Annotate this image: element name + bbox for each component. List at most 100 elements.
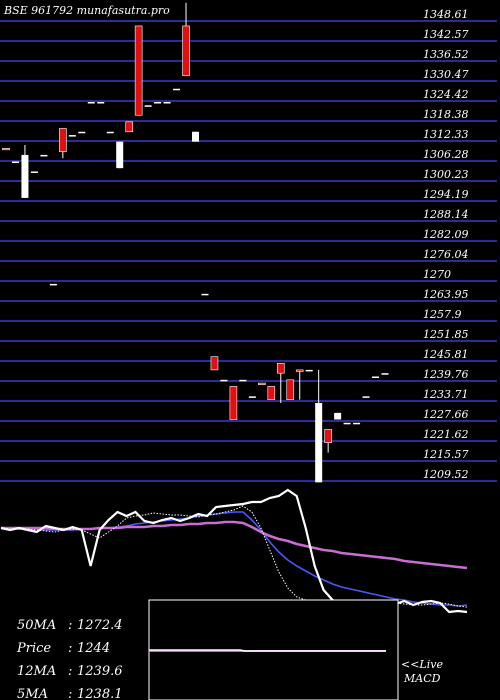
price-tick-label: 1324.42 <box>423 88 469 101</box>
candle-body <box>144 105 152 107</box>
price-tick-label: 1270 <box>423 268 451 281</box>
candle <box>324 429 332 453</box>
candle-body <box>286 379 295 400</box>
candle-body <box>192 131 199 142</box>
price-axis: 1348.61 1342.57 1336.52 1330.47 1324.42 1318.… <box>423 8 469 481</box>
candle-body <box>125 121 133 133</box>
candle-body <box>106 131 114 134</box>
candle <box>144 105 152 107</box>
candle-body <box>173 88 181 91</box>
candle <box>258 382 266 385</box>
price-tick-label: 1227.66 <box>423 408 469 421</box>
candle <box>125 121 133 133</box>
candle <box>267 386 276 400</box>
ma-readouts: 50MA:1272.4Price:124412MA:1239.65MA:1238… <box>16 618 123 700</box>
candle <box>49 283 57 286</box>
candle-body <box>49 283 57 286</box>
price-tick-label: 1276.04 <box>423 248 469 261</box>
macd-label: MACD <box>403 672 441 685</box>
price-tick-label: 1306.28 <box>423 148 469 161</box>
candle <box>97 102 105 104</box>
candle-body <box>276 362 285 374</box>
candle-body <box>210 356 219 371</box>
price-tick-label: 1233.71 <box>423 388 469 401</box>
readout-label: Price <box>16 641 51 656</box>
candle-body <box>229 386 238 420</box>
price-grid <box>0 20 497 482</box>
macd-panel <box>148 599 399 700</box>
candle <box>295 369 304 400</box>
readout-value: 1239.6 <box>77 664 123 679</box>
candle <box>372 376 380 379</box>
candle-body <box>163 102 171 104</box>
price-tick-label: 1336.52 <box>423 48 469 61</box>
candle <box>286 379 295 400</box>
indicator-panel <box>0 488 468 614</box>
candle-body <box>315 402 323 483</box>
price-tick-label: 1282.09 <box>423 228 469 241</box>
price-tick-label: 1257.9 <box>423 308 462 321</box>
candle-body <box>353 422 361 425</box>
readout-separator: : <box>68 664 72 679</box>
live-label: <<Live <box>401 658 443 671</box>
price-tick-label: 1330.47 <box>423 68 469 81</box>
candle-body <box>220 379 228 382</box>
candle-body <box>40 154 48 157</box>
candle <box>362 396 370 398</box>
candle-body <box>343 422 351 425</box>
candle <box>276 362 285 403</box>
price-tick-label: 1221.62 <box>423 428 469 441</box>
candle <box>40 154 48 157</box>
candle <box>381 373 389 375</box>
price-tick-label: 1312.33 <box>423 128 469 141</box>
candle <box>59 128 67 159</box>
candle <box>305 369 313 372</box>
candle-body <box>334 412 342 420</box>
candle <box>239 379 247 382</box>
candle <box>334 412 342 420</box>
candle <box>21 144 29 198</box>
candle-body <box>201 293 209 296</box>
price-tick-label: 1209.52 <box>423 468 469 481</box>
readout-label: 5MA <box>17 687 48 700</box>
candle-body <box>182 25 190 76</box>
candle <box>248 396 256 398</box>
price-tick-label: 1245.81 <box>423 348 469 361</box>
candle-body <box>87 102 95 104</box>
candle-body <box>97 102 105 104</box>
candle-body <box>258 382 266 385</box>
candle <box>154 102 162 104</box>
candles <box>2 2 389 483</box>
candle-body <box>30 171 38 173</box>
candle-body <box>372 376 380 379</box>
candle-body <box>239 379 247 382</box>
candle <box>78 131 86 134</box>
candle-body <box>134 25 143 116</box>
candle-body <box>116 141 124 169</box>
candle-body <box>154 102 162 104</box>
readout-value: 1238.1 <box>77 687 123 700</box>
candle <box>220 379 228 382</box>
candle-body <box>324 429 332 443</box>
price-tick-label: 1300.23 <box>423 168 469 181</box>
readout-value: 1272.4 <box>77 618 123 633</box>
candle <box>87 102 95 104</box>
candle-body <box>295 369 304 372</box>
candle <box>173 88 181 91</box>
candle <box>182 2 190 76</box>
candle <box>229 386 238 420</box>
price-tick-label: 1239.76 <box>423 368 469 381</box>
candle <box>353 422 361 425</box>
candle <box>134 25 143 116</box>
candle <box>106 131 114 134</box>
price-tick-label: 1294.19 <box>423 188 469 201</box>
price-tick-label: 1251.85 <box>423 328 469 341</box>
candle-body <box>68 135 76 137</box>
candle-body <box>2 148 10 151</box>
candle-body <box>362 396 370 398</box>
candle-body <box>59 128 67 152</box>
readout-separator: : <box>68 641 72 656</box>
price-tick-label: 1288.14 <box>423 208 469 221</box>
